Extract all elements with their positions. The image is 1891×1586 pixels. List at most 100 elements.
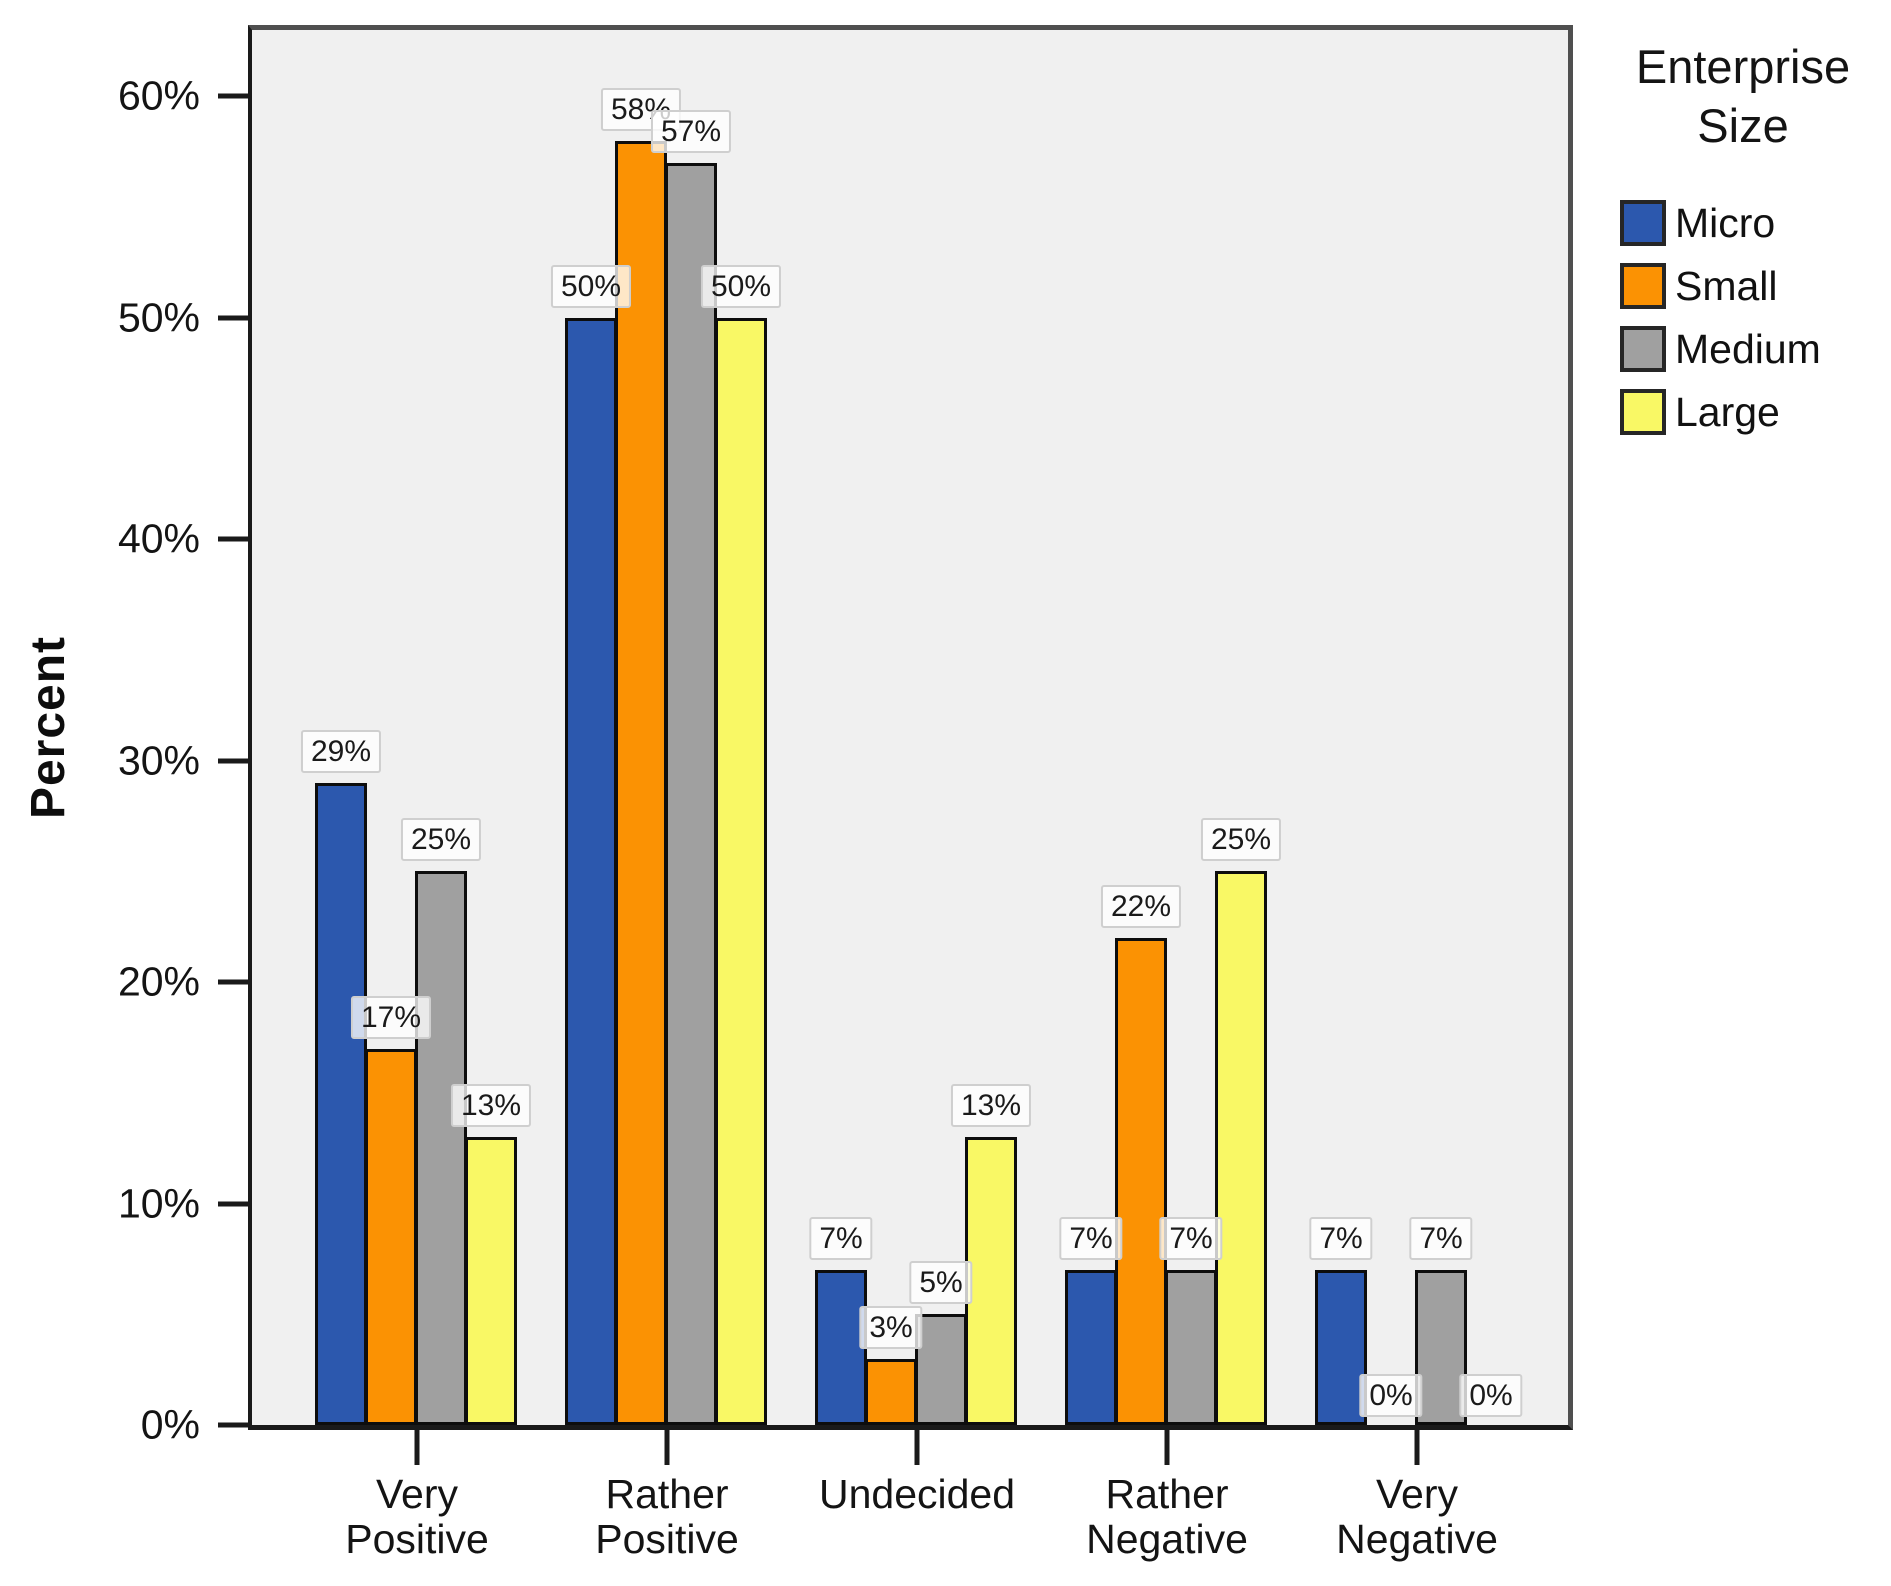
y-axis: 0% 10% 20% 30% 40% 50% 60% <box>0 30 248 1448</box>
x-tick-mark-very-positive <box>414 1430 420 1465</box>
bar-value-label-small-rather-positive: 58% <box>600 87 682 131</box>
bar-value-label-medium-very-positive: 25% <box>400 818 482 862</box>
bar-slot-large-very-positive: 13% <box>450 30 532 1425</box>
bar-group-very-positive: 29% 17% 25% 13% <box>300 30 532 1425</box>
x-tick-label-rather-positive: Rather Positive <box>595 1471 739 1563</box>
x-tick-label-rather-negative: Rather Negative <box>1086 1471 1248 1563</box>
plot-area: 29% 17% 25% 13% 50% 58% 57% 50% 7% 3% 5% 13% 7% 22% 7%… <box>248 25 1573 1430</box>
bar-slot-large-very-negative: 0% <box>1459 30 1523 1425</box>
legend-items: Micro Small Medium Large <box>1598 200 1888 436</box>
bar-slot-large-undecided: 13% <box>950 30 1032 1425</box>
legend-item-large: Large <box>1620 389 1888 436</box>
bar-slot-medium-rather-negative: 7% <box>1159 30 1223 1425</box>
bar-slot-medium-undecided: 5% <box>909 30 973 1425</box>
bar-value-label-medium-very-negative: 7% <box>1409 1217 1473 1261</box>
bar-value-label-large-very-negative: 0% <box>1459 1374 1523 1417</box>
x-tick-mark-rather-negative <box>1164 1430 1170 1465</box>
bar-large-very-positive <box>465 1137 517 1425</box>
legend-label-large: Large <box>1675 388 1780 435</box>
y-tick-mark-60 <box>218 93 248 99</box>
y-tick-mark-50 <box>218 315 248 321</box>
bar-medium-undecided <box>915 1314 967 1425</box>
bar-slot-micro-rather-positive: 50% <box>550 30 632 1425</box>
y-tick-label-0: 0% <box>140 1401 200 1448</box>
bar-value-label-micro-rather-positive: 50% <box>550 264 632 308</box>
bar-slot-micro-very-negative: 7% <box>1309 30 1373 1425</box>
bar-value-label-micro-very-positive: 29% <box>300 729 382 773</box>
bar-value-label-small-very-negative: 0% <box>1359 1374 1423 1417</box>
legend-item-micro: Micro <box>1620 200 1888 247</box>
bar-slot-small-rather-positive: 58% <box>600 30 682 1425</box>
bar-medium-rather-negative <box>1165 1270 1217 1425</box>
bar-value-label-micro-very-negative: 7% <box>1309 1217 1373 1261</box>
bar-slot-medium-rather-positive: 57% <box>650 30 732 1425</box>
y-tick-mark-10 <box>218 1201 248 1207</box>
bar-value-label-micro-rather-negative: 7% <box>1059 1217 1123 1261</box>
bar-slot-medium-very-positive: 25% <box>400 30 482 1425</box>
y-tick-label-60: 60% <box>117 72 200 119</box>
legend-swatch-small-icon <box>1620 263 1666 309</box>
bar-value-label-small-very-positive: 17% <box>350 995 432 1039</box>
bar-value-label-medium-undecided: 5% <box>909 1261 973 1305</box>
bar-group-rather-positive: 50% 58% 57% 50% <box>550 30 782 1425</box>
x-tick-label-undecided: Undecided <box>818 1471 1016 1517</box>
legend: Enterprise Size Micro Small Medium Large <box>1598 38 1888 436</box>
bar-small-very-positive <box>365 1048 417 1425</box>
bar-micro-rather-negative <box>1065 1270 1117 1425</box>
bar-medium-rather-positive <box>665 162 717 1425</box>
y-tick-mark-20 <box>218 979 248 985</box>
bar-slot-small-undecided: 3% <box>859 30 923 1425</box>
bar-value-label-medium-rather-negative: 7% <box>1159 1217 1223 1261</box>
bar-large-undecided <box>965 1137 1017 1425</box>
legend-label-micro: Micro <box>1675 199 1776 246</box>
bar-micro-very-negative <box>1315 1270 1367 1425</box>
bar-slot-micro-rather-negative: 7% <box>1059 30 1123 1425</box>
legend-item-medium: Medium <box>1620 326 1888 373</box>
y-tick-mark-40 <box>218 536 248 542</box>
bar-slot-small-very-positive: 17% <box>350 30 432 1425</box>
legend-swatch-large-icon <box>1620 389 1666 435</box>
y-tick-label-10: 10% <box>117 1180 200 1227</box>
bar-micro-very-positive <box>315 782 367 1425</box>
legend-label-medium: Medium <box>1675 325 1821 372</box>
legend-item-small: Small <box>1620 263 1888 310</box>
legend-swatch-micro-icon <box>1620 200 1666 246</box>
y-tick-label-30: 30% <box>117 737 200 784</box>
legend-title: Enterprise Size <box>1635 40 1851 152</box>
bar-group-rather-negative: 7% 22% 7% 25% <box>1059 30 1282 1425</box>
bar-value-label-small-undecided: 3% <box>859 1305 923 1349</box>
legend-swatch-medium-icon <box>1620 326 1666 372</box>
bar-large-rather-negative <box>1215 871 1267 1425</box>
bar-medium-very-positive <box>415 871 467 1425</box>
y-tick-mark-30 <box>218 758 248 764</box>
y-tick-mark-0 <box>218 1422 248 1428</box>
bar-value-label-large-rather-negative: 25% <box>1200 818 1282 862</box>
y-tick-label-20: 20% <box>117 958 200 1005</box>
bar-small-rather-negative <box>1115 937 1167 1425</box>
bar-micro-undecided <box>815 1270 867 1425</box>
bar-slot-large-rather-positive: 50% <box>700 30 782 1425</box>
bar-large-rather-positive <box>715 317 767 1425</box>
bar-value-label-large-undecided: 13% <box>950 1084 1032 1128</box>
bar-slot-large-rather-negative: 25% <box>1200 30 1282 1425</box>
bar-small-rather-positive <box>615 140 667 1425</box>
bar-medium-very-negative <box>1415 1270 1467 1425</box>
x-tick-mark-rather-positive <box>664 1430 670 1465</box>
bar-slot-medium-very-negative: 7% <box>1409 30 1473 1425</box>
x-axis: Very Positive Rather Positive Undecided Rat… <box>248 1430 1573 1586</box>
bar-value-label-small-rather-negative: 22% <box>1100 884 1182 928</box>
bar-slot-micro-very-positive: 29% <box>300 30 382 1425</box>
legend-label-small: Small <box>1675 262 1778 309</box>
y-tick-label-40: 40% <box>117 515 200 562</box>
bar-slot-small-very-negative: 0% <box>1359 30 1423 1425</box>
x-tick-label-very-positive: Very Positive <box>345 1471 489 1563</box>
bar-value-label-large-rather-positive: 50% <box>700 264 782 308</box>
bar-value-label-large-very-positive: 13% <box>450 1084 532 1128</box>
bar-slot-small-rather-negative: 22% <box>1100 30 1182 1425</box>
bar-value-label-medium-rather-positive: 57% <box>650 109 732 153</box>
bar-slot-micro-undecided: 7% <box>809 30 873 1425</box>
x-tick-label-very-negative: Very Negative <box>1336 1471 1498 1563</box>
x-tick-mark-undecided <box>914 1430 920 1465</box>
bar-value-label-micro-undecided: 7% <box>809 1217 873 1261</box>
bar-group-undecided: 7% 3% 5% 13% <box>809 30 1032 1425</box>
